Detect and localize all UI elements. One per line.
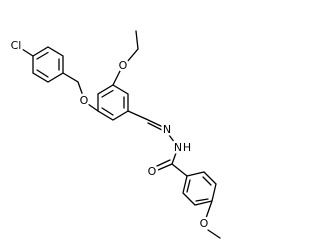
n-c-bond	[171, 152, 177, 165]
atom-label: H	[183, 141, 191, 154]
atom-label: O	[148, 165, 157, 178]
c-cl-bond	[21, 48, 34, 57]
n-n-bond	[168, 134, 176, 144]
atom-label: O	[200, 217, 209, 230]
ethoxy-bonds	[112, 30, 139, 86]
atom-label: O	[119, 59, 128, 72]
aryl-ch-bond	[127, 110, 147, 120]
atom-label: N	[174, 141, 182, 154]
benzyl-bonds	[62, 72, 84, 97]
molecule-diagram: Cl O O N N H O O	[10, 30, 221, 239]
central-ring	[97, 84, 129, 121]
aromatic-double-bonds	[36, 51, 60, 78]
atom-label: Cl	[11, 39, 22, 52]
methoxy-bonds	[205, 200, 221, 239]
bonds	[21, 30, 221, 239]
c-n-double-bond	[145, 118, 164, 131]
atom-label: N	[163, 123, 171, 136]
aromatic-double-bonds	[186, 176, 212, 202]
aromatic-double-bonds	[101, 89, 125, 116]
atom-label: O	[80, 94, 89, 107]
o-aryl-bond	[87, 103, 99, 112]
c-aryl-bond	[171, 163, 188, 177]
c-o-double-bond	[156, 159, 173, 171]
